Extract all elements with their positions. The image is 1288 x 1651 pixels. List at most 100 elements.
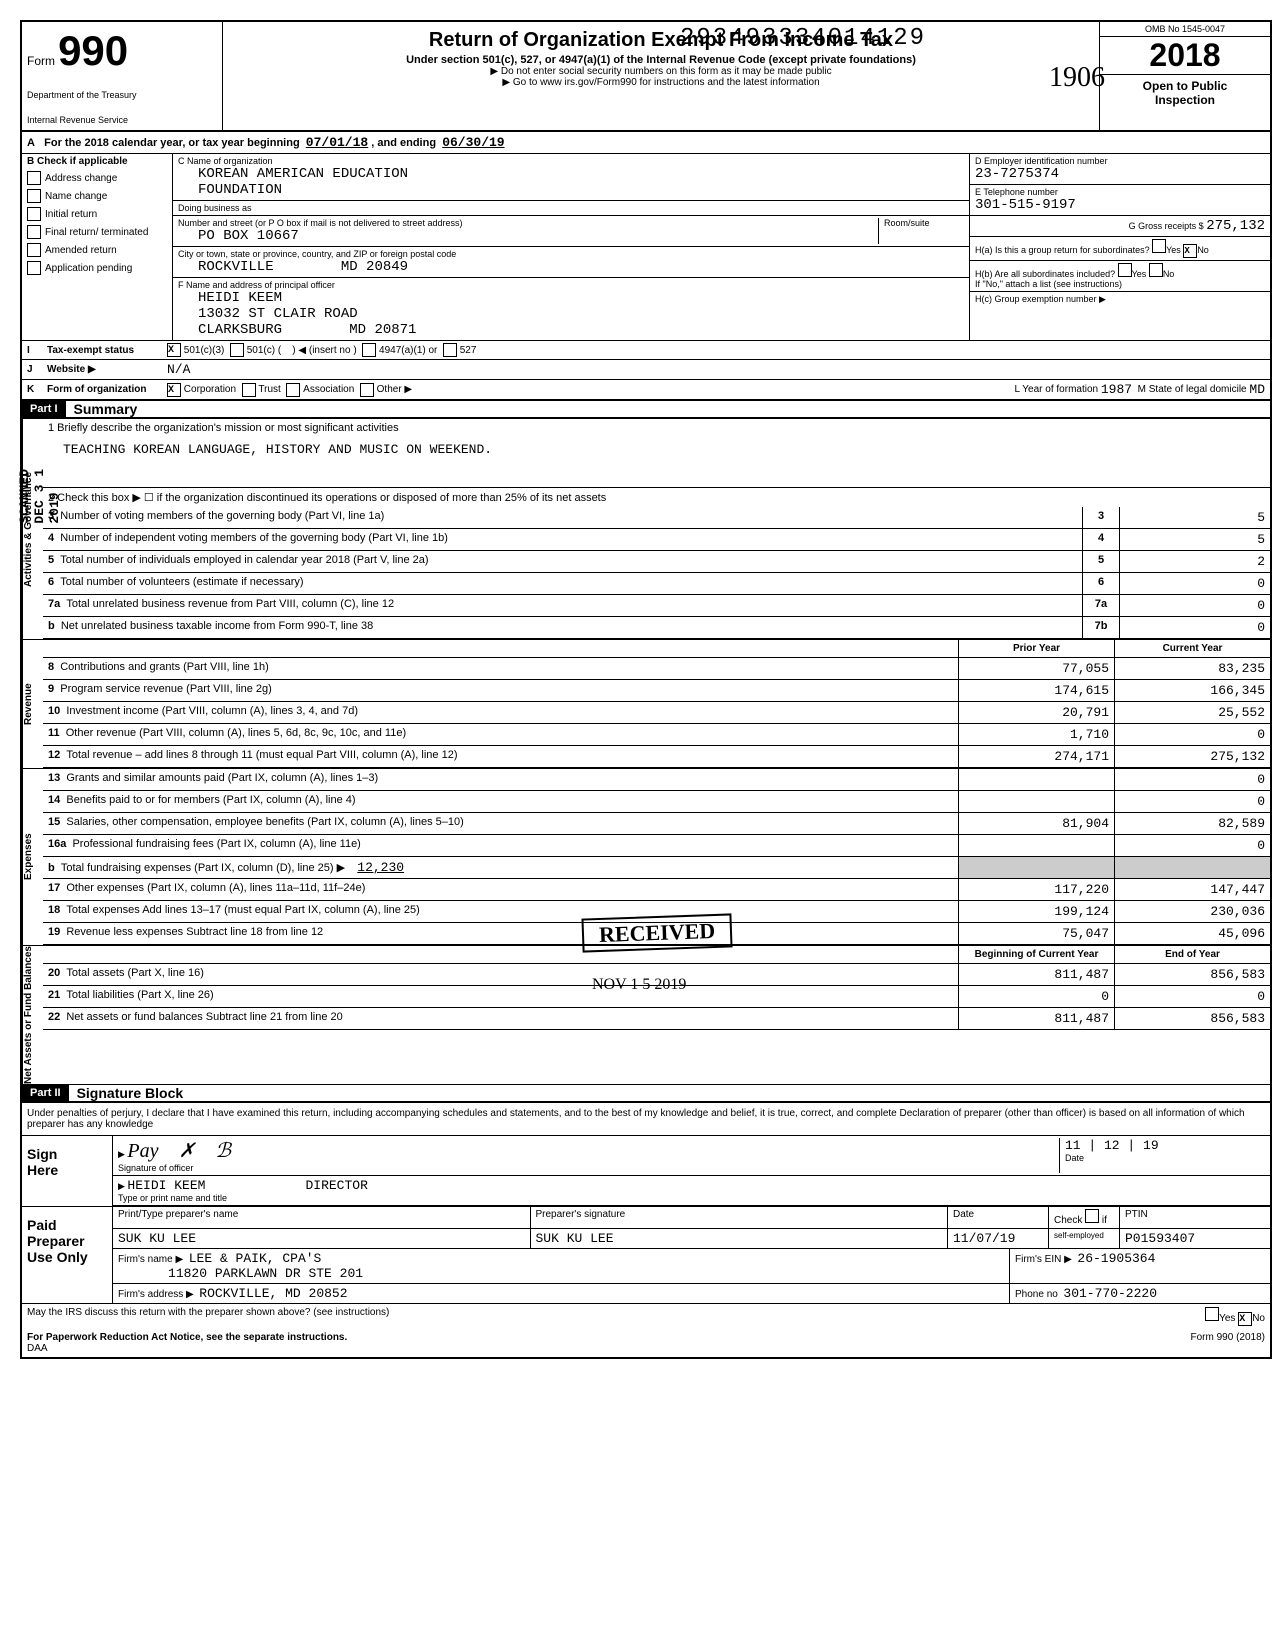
- revenue-line-11: 11 Other revenue (Part VIII, column (A),…: [43, 724, 1270, 746]
- state-domicile-label: M State of legal domicile: [1138, 384, 1247, 395]
- line-2: 2 Check this box ▶ ☐ if the organization…: [43, 487, 1270, 507]
- dba-label: Doing business as: [178, 203, 252, 213]
- ha-label: H(a) Is this a group return for subordin…: [975, 245, 1150, 255]
- checkbox-self-employed[interactable]: [1085, 1209, 1099, 1223]
- ein: 23-7275374: [975, 166, 1265, 182]
- mission-text: TEACHING KOREAN LANGUAGE, HISTORY AND MU…: [43, 437, 1270, 487]
- net-assets-line-22: 22 Net assets or fund balances Subtract …: [43, 1008, 1270, 1030]
- firm-name: LEE & PAIK, CPA'S: [189, 1251, 322, 1266]
- form-990-container: Form 990 Department of the Treasury Inte…: [20, 20, 1272, 1359]
- checkbox-amended[interactable]: [27, 243, 41, 257]
- checkbox-hb-yes[interactable]: [1118, 263, 1132, 277]
- checkbox-trust[interactable]: [242, 383, 256, 397]
- org-name-2: FOUNDATION: [178, 182, 964, 198]
- expense-line-16a: 16a Professional fundraising fees (Part …: [43, 835, 1270, 857]
- firm-address: ROCKVILLE, MD 20852: [199, 1286, 347, 1301]
- tel-label: E Telephone number: [975, 187, 1058, 197]
- label-final-return: Final return/ terminated: [45, 227, 148, 238]
- telephone: 301-515-9197: [975, 197, 1265, 213]
- revenue-line-8: 8 Contributions and grants (Part VIII, l…: [43, 658, 1270, 680]
- part-2-label: Part II: [22, 1085, 69, 1101]
- state-zip: MD 20849: [341, 259, 408, 275]
- form-title: Return of Organization Exempt From Incom…: [228, 29, 1094, 52]
- dept-treasury: Department of the Treasury: [27, 90, 217, 100]
- revenue-line-9: 9 Program service revenue (Part VIII, li…: [43, 680, 1270, 702]
- firm-ein: 26-1905364: [1077, 1251, 1155, 1266]
- checkbox-corporation[interactable]: X: [167, 383, 181, 397]
- hb-label: H(b) Are all subordinates included?: [975, 269, 1115, 279]
- column-right: D Employer identification number 23-7275…: [970, 154, 1270, 340]
- header-center: Return of Organization Exempt From Incom…: [223, 22, 1099, 130]
- current-year-header: Current Year: [1114, 640, 1270, 657]
- summary-line-7a: 7a Total unrelated business revenue from…: [43, 595, 1270, 617]
- website-value: N/A: [167, 362, 190, 377]
- expense-line-17: 17 Other expenses (Part IX, column (A), …: [43, 879, 1270, 901]
- revenue-section: Revenue Prior Year Current Year 8 Contri…: [22, 640, 1270, 769]
- label-name-change: Name change: [45, 191, 107, 202]
- part-2-title: Signature Block: [69, 1085, 184, 1101]
- tax-year: 2018: [1100, 37, 1270, 75]
- received-stamp: RECEIVED: [581, 913, 732, 952]
- expenses-label: Expenses: [22, 769, 43, 945]
- checkbox-501c3[interactable]: X: [167, 343, 181, 357]
- footer: For Paperwork Reduction Act Notice, see …: [22, 1329, 1270, 1357]
- discuss-row: May the IRS discuss this return with the…: [22, 1303, 1270, 1329]
- end-year-header: End of Year: [1114, 946, 1270, 963]
- line-1-label: 1 Briefly describe the organization's mi…: [43, 419, 1270, 437]
- gross-label: G Gross receipts $: [1129, 221, 1204, 231]
- sign-date: 11 | 12 | 19: [1065, 1138, 1159, 1153]
- checkbox-final-return[interactable]: [27, 225, 41, 239]
- prep-sig-header: Preparer's signature: [536, 1209, 626, 1220]
- year-formation-label: L Year of formation: [1015, 384, 1099, 395]
- label-application-pending: Application pending: [45, 263, 132, 274]
- officer-state-zip: MD 20871: [349, 322, 416, 338]
- expense-line-13: 13 Grants and similar amounts paid (Part…: [43, 769, 1270, 791]
- checkbox-501c[interactable]: [230, 343, 244, 357]
- prep-date-header: Date: [953, 1209, 974, 1220]
- checkbox-address-change[interactable]: [27, 171, 41, 185]
- checkbox-ha-no[interactable]: X: [1183, 244, 1197, 258]
- checkbox-association[interactable]: [286, 383, 300, 397]
- line-a: A For the 2018 calendar year, or tax yea…: [22, 132, 1270, 154]
- form-number: 990: [58, 27, 128, 74]
- signer-name: HEIDI KEEM: [127, 1178, 205, 1193]
- checkbox-hb-no[interactable]: [1149, 263, 1163, 277]
- irs-label: Internal Revenue Service: [27, 115, 217, 125]
- checkbox-discuss-yes[interactable]: [1205, 1307, 1219, 1321]
- stamp-number: 293493334014129: [680, 25, 926, 52]
- city: ROCKVILLE: [198, 259, 274, 275]
- declaration-text: Under penalties of perjury, I declare th…: [22, 1103, 1270, 1135]
- part-1-header: Part I Summary: [22, 401, 1270, 419]
- form-org-label: Form of organization: [47, 384, 167, 395]
- paperwork-notice: For Paperwork Reduction Act Notice, see …: [27, 1332, 347, 1343]
- revenue-line-12: 12 Total revenue – add lines 8 through 1…: [43, 746, 1270, 768]
- officer-label: F Name and address of principal officer: [178, 280, 335, 290]
- revenue-line-10: 10 Investment income (Part VIII, column …: [43, 702, 1270, 724]
- tax-year-end: 06/30/19: [442, 135, 504, 150]
- net-assets-section: RECEIVED NOV 1 5 2019 Net Assets or Fund…: [22, 946, 1270, 1085]
- firm-addr2: 11820 PARKLAWN DR STE 201: [168, 1266, 363, 1281]
- self-employed-label: self-employed: [1049, 1229, 1120, 1248]
- checkbox-4947[interactable]: [362, 343, 376, 357]
- year-formation: 1987: [1101, 382, 1132, 397]
- part-1-label: Part I: [22, 401, 66, 417]
- checkbox-name-change[interactable]: [27, 189, 41, 203]
- checkbox-other[interactable]: [360, 383, 374, 397]
- checkbox-527[interactable]: [443, 343, 457, 357]
- summary-line-7b: b Net unrelated business taxable income …: [43, 617, 1270, 639]
- preparer-date: 11/07/19: [948, 1229, 1049, 1248]
- checkbox-application-pending[interactable]: [27, 261, 41, 275]
- checkbox-discuss-no[interactable]: X: [1238, 1312, 1252, 1326]
- signer-title: DIRECTOR: [305, 1178, 367, 1193]
- checkbox-ha-yes[interactable]: [1152, 239, 1166, 253]
- summary-line-3: 3 Number of voting members of the govern…: [43, 507, 1270, 529]
- row-i: I Tax-exempt status X 501(c)(3) 501(c) (…: [22, 341, 1270, 360]
- checkbox-initial-return[interactable]: [27, 207, 41, 221]
- firm-addr-label: Firm's address ▶: [118, 1289, 194, 1300]
- firm-phone: 301-770-2220: [1063, 1286, 1157, 1301]
- row-k: K Form of organization X Corporation Tru…: [22, 380, 1270, 401]
- header-right: OMB No 1545-0047 2018 Open to Public Ins…: [1099, 22, 1270, 130]
- use-only-label: Use Only: [27, 1249, 107, 1265]
- net-assets-label: Net Assets or Fund Balances: [22, 946, 43, 1084]
- prior-year-header: Prior Year: [958, 640, 1114, 657]
